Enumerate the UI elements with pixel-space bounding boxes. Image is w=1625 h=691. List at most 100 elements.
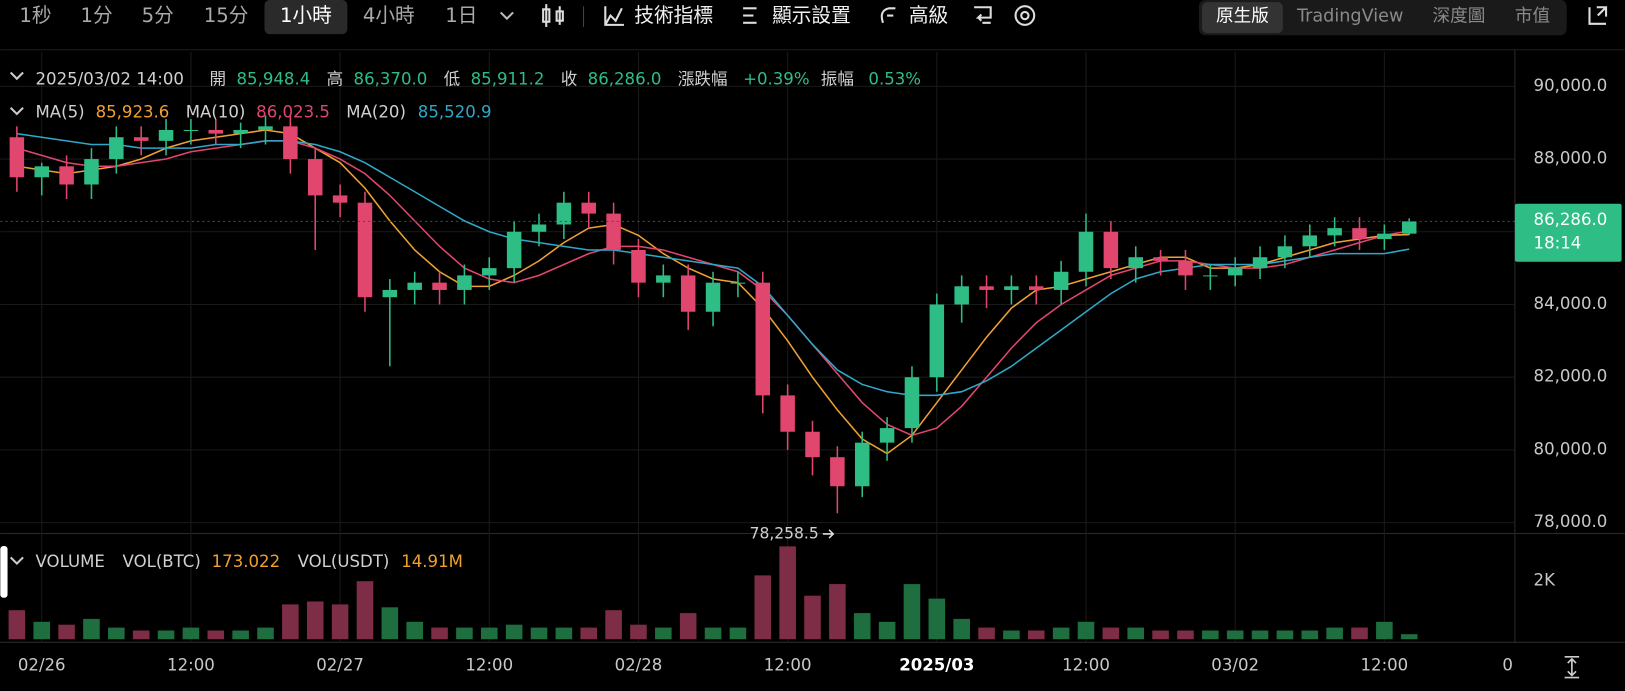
collapse-volume-icon[interactable] [9, 556, 24, 566]
settings-icon-core [1020, 10, 1030, 21]
candle-body [1227, 268, 1243, 276]
candle-body [1053, 271, 1069, 290]
price-tag-value: 86,286.0 [1534, 210, 1608, 229]
candle-body [357, 202, 373, 298]
price-tag [1514, 203, 1622, 262]
view-tab[interactable]: 市值 [1515, 7, 1550, 27]
candle-body [506, 231, 522, 269]
candle-body [954, 286, 969, 305]
volume-bar [555, 627, 573, 640]
volume-bar [1326, 627, 1343, 640]
legend-time: 2025/03/02 14:00 [36, 69, 184, 88]
candle-body [854, 442, 870, 487]
volume-bar [132, 630, 150, 640]
interval-tab[interactable]: 1分 [81, 4, 113, 27]
x-tick-label: 02/26 [18, 656, 66, 675]
interval-tab[interactable]: 1小時 [280, 4, 332, 27]
volume-bar [953, 618, 970, 640]
more-intervals-icon[interactable] [499, 11, 514, 21]
ma-legend-name: MA(5) [36, 102, 85, 121]
volume-bar [1152, 630, 1169, 640]
candle-body [1252, 257, 1268, 269]
view-tab[interactable]: TradingView [1296, 7, 1403, 27]
candle-body [307, 159, 323, 196]
view-tab[interactable]: 原生版 [1216, 7, 1269, 27]
advanced-icon[interactable] [880, 7, 896, 24]
candle-body [457, 275, 472, 290]
volume-bar [1276, 630, 1294, 640]
candle-body [705, 282, 721, 312]
candle-body [233, 129, 248, 134]
interval-tab[interactable]: 1秒 [19, 4, 51, 27]
volume-bar [928, 598, 946, 640]
ma-legend-value: 86,023.5 [256, 102, 330, 121]
axis-scale-icon[interactable] [1564, 655, 1580, 679]
candle-body [830, 457, 845, 487]
display-icon[interactable] [743, 7, 757, 24]
volume-bar [1177, 630, 1194, 640]
volume-bar [1077, 621, 1095, 640]
legend-label: 漲跌幅 [678, 69, 728, 88]
candle-body [59, 166, 74, 185]
legend-value: 0.53% [868, 69, 921, 88]
volume-bar [1202, 630, 1219, 640]
view-switch-bg [1198, 0, 1567, 36]
interval-tab[interactable]: 5分 [142, 4, 174, 27]
volume-bar [580, 627, 598, 640]
volume-bar [853, 613, 871, 640]
candle-body [1327, 228, 1342, 236]
legend-label: 收 [561, 69, 578, 88]
tool-button[interactable]: 技術指標 [634, 4, 713, 27]
legend-value: 85,948.4 [236, 69, 310, 88]
ma-line [16, 132, 1410, 397]
candle-body [879, 428, 895, 443]
fullscreen-icon[interactable] [1588, 6, 1608, 25]
collapse-ma-icon[interactable] [9, 107, 24, 116]
volume-bar [505, 624, 523, 640]
candle-body [929, 304, 945, 378]
collapse-legend-icon[interactable] [9, 71, 24, 81]
pane-handle[interactable] [0, 545, 8, 598]
volume-bar [978, 627, 995, 640]
volume-bar [282, 604, 299, 640]
x-tick-label: 12:00 [1360, 656, 1408, 675]
volume-bar [729, 627, 747, 640]
interval-tab[interactable]: 4小時 [363, 4, 415, 27]
tool-button[interactable]: 高級 [909, 4, 948, 27]
volume-legend-item: 173.022 [212, 552, 281, 571]
volume-bar [257, 627, 274, 640]
y-tick-label: 78,000.0 [1534, 512, 1608, 531]
x-tick-label: 02/27 [316, 656, 364, 675]
interval-tab[interactable]: 1日 [445, 4, 477, 27]
volume-bar [630, 624, 647, 640]
candle-body [979, 286, 994, 290]
view-tab[interactable]: 深度圖 [1433, 7, 1486, 27]
candle-body [1029, 286, 1044, 290]
tool-button[interactable]: 顯示設置 [772, 4, 851, 27]
candle-body [606, 213, 621, 250]
candle-body [805, 431, 820, 458]
candle-body [1078, 231, 1094, 272]
chart-type-icon[interactable] [542, 4, 564, 27]
volume-bar [232, 630, 249, 640]
interval-tab[interactable]: 15分 [204, 4, 249, 27]
ma-legend-value: 85,520.9 [418, 102, 492, 121]
volume-bar [207, 630, 225, 640]
indicators-icon[interactable] [604, 6, 624, 26]
replay-icon[interactable] [974, 6, 992, 24]
volume-bar [1226, 630, 1244, 640]
candle-body [556, 202, 572, 225]
volume-bar [108, 627, 125, 640]
legend-value: 85,911.2 [471, 69, 545, 88]
candle-body [482, 268, 497, 276]
candle-body [34, 166, 49, 178]
volume-bar [779, 546, 796, 640]
settings-icon[interactable] [1014, 5, 1036, 26]
ma-legend-value: 85,923.6 [96, 102, 170, 121]
volume-bar [1351, 627, 1368, 640]
legend-value: +0.39% [743, 69, 810, 88]
x-tick-label: 12:00 [465, 656, 513, 675]
candle-body [1377, 233, 1392, 240]
candle-body [258, 126, 273, 130]
